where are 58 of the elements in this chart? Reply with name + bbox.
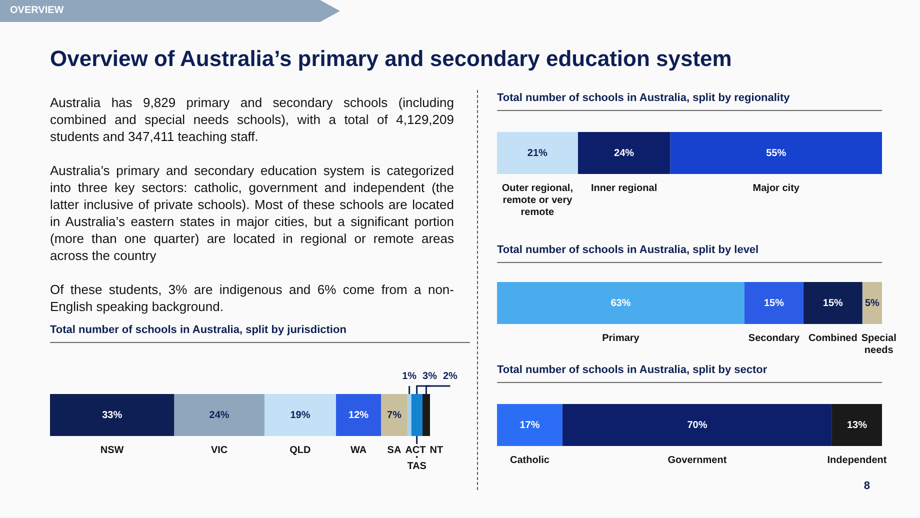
data-label: 15% bbox=[764, 298, 784, 309]
data-label: 63% bbox=[610, 298, 631, 309]
data-label: 13% bbox=[846, 420, 868, 431]
series-label: Inner regional bbox=[590, 182, 658, 194]
series-label: Government bbox=[668, 454, 728, 466]
series-label: Catholic bbox=[510, 454, 550, 466]
bar bbox=[497, 282, 744, 324]
bar bbox=[50, 394, 174, 436]
series-label: Outer regional, remote or very remote bbox=[502, 182, 574, 218]
series-label: NT bbox=[430, 444, 444, 456]
bar bbox=[381, 394, 408, 436]
data-label: 17% bbox=[520, 420, 540, 431]
bar bbox=[174, 394, 264, 436]
series-label: QLD bbox=[290, 444, 311, 456]
bar bbox=[422, 394, 430, 436]
chart-title: Total number of schools in Australia, split by sector bbox=[497, 364, 882, 383]
data-label: 5% bbox=[864, 298, 880, 309]
bar bbox=[744, 282, 804, 324]
bar bbox=[411, 394, 422, 436]
bar bbox=[862, 282, 882, 324]
text: Australia’s primary and secondary education system is categorized into three key sectors: catholic, government and independent (the latter inclusive of private schools). Most of these schools are located in Australia’s eastern states in major cities, but a significant portion (more than one quarter) are located in regional or remote areas across the country bbox=[50, 162, 454, 264]
data-label: 1% bbox=[402, 370, 417, 382]
bar bbox=[336, 394, 382, 436]
series-label: Secondary bbox=[748, 332, 800, 344]
bar bbox=[264, 394, 336, 436]
series-label: Independent bbox=[827, 454, 888, 466]
text: Of these students, 3% are indigenous and 6% come from a non-English speaking background. bbox=[50, 281, 454, 315]
data-label: 70% bbox=[687, 420, 708, 431]
series-label: Combined bbox=[808, 332, 858, 344]
series-label: NSW bbox=[100, 444, 124, 456]
text: OVERVIEW bbox=[0, 0, 340, 22]
data-label: 3% bbox=[422, 370, 438, 382]
series-label: ACT bbox=[405, 444, 426, 456]
data-label: 7% bbox=[387, 410, 402, 421]
data-label: 19% bbox=[290, 410, 310, 421]
bar bbox=[407, 394, 412, 436]
series-label: Major city bbox=[752, 182, 800, 194]
chart-title: Total number of schools in Australia, split by regionality bbox=[497, 92, 882, 111]
data-label: 55% bbox=[766, 148, 786, 159]
series-label: Primary bbox=[602, 332, 640, 344]
data-label: 12% bbox=[348, 410, 369, 421]
data-label: 33% bbox=[102, 410, 122, 421]
series-label: Special needs bbox=[861, 332, 897, 356]
text: Australia has 9,829 primary and secondary schools (including combined and special needs schools), with a total of 4,129,209 students and 347,411 teaching staff. bbox=[50, 94, 454, 145]
data-label: 2% bbox=[442, 370, 458, 382]
text: Overview of Australia’s primary and secondary education system bbox=[50, 46, 732, 72]
bar bbox=[803, 282, 862, 324]
series-label: VIC bbox=[210, 444, 228, 456]
chart-title: Total number of schools in Australia, split by level bbox=[497, 244, 882, 263]
chart-title: Total number of schools in Australia, split by jurisdiction bbox=[50, 324, 470, 343]
data-label: 24% bbox=[614, 148, 634, 159]
series-label: SA bbox=[387, 444, 402, 456]
data-label: 24% bbox=[209, 410, 230, 421]
data-label: 15% bbox=[822, 298, 844, 309]
text: 8 bbox=[864, 480, 870, 492]
series-label: WA bbox=[350, 444, 367, 456]
data-label: 21% bbox=[527, 148, 548, 159]
text: TAS bbox=[407, 460, 427, 472]
